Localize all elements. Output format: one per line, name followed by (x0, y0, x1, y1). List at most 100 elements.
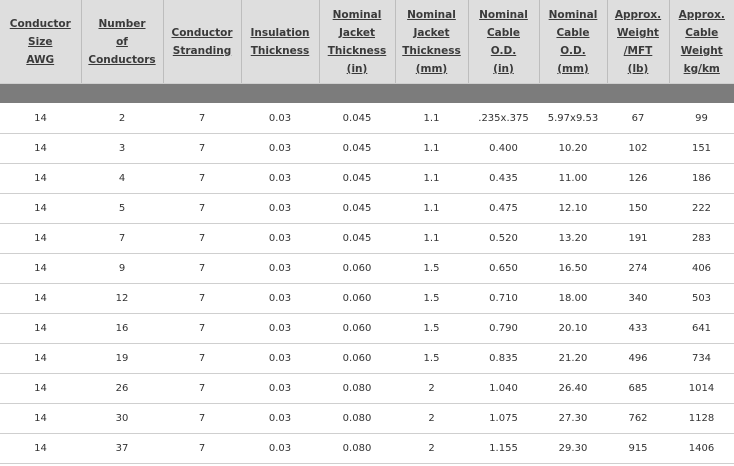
header-cable-od-in: Nominal Cable O.D. (in) (468, 0, 540, 84)
cell-weight-lb: 340 (607, 283, 669, 314)
cell-cable-od-in: 0.435 (468, 163, 539, 194)
cell-number-of-conductors: 16 (81, 313, 163, 344)
cell-weight-kgkm: 1406 (669, 433, 734, 464)
cell-jacket-thickness-in: 0.080 (319, 403, 395, 434)
cell-weight-lb: 496 (607, 343, 669, 374)
cell-insulation-thickness: 0.03 (241, 133, 319, 164)
header-conductor-size: Conductor Size AWG (0, 0, 82, 84)
cell-weight-kgkm: 1014 (669, 373, 734, 404)
cell-conductor-stranding: 7 (163, 253, 241, 284)
table-row: 14 26 7 0.03 0.080 2 1.040 26.40 685 1014 (0, 373, 734, 404)
cell-weight-lb: 191 (607, 223, 669, 254)
header-cable-od-mm: Nominal Cable O.D. (mm) (539, 0, 608, 84)
cell-jacket-thickness-in: 0.045 (319, 223, 395, 254)
cell-jacket-thickness-in: 0.060 (319, 343, 395, 374)
cell-number-of-conductors: 9 (81, 253, 163, 284)
cell-cable-od-in: 0.835 (468, 343, 539, 374)
table-body: 14 2 7 0.03 0.045 1.1.235x.375 5.97x9.53 67 99 14… (0, 83, 734, 464)
cell-insulation-thickness: 0.03 (241, 104, 319, 134)
cell-cable-od-mm: 13.20 (539, 223, 607, 254)
cell-weight-lb: 274 (607, 253, 669, 284)
cell-number-of-conductors: 3 (81, 133, 163, 164)
cell-weight-kgkm: 503 (669, 283, 734, 314)
cell-weight-kgkm: 406 (669, 253, 734, 284)
cell-cable-od-in: 0.400 (468, 133, 539, 164)
cell-weight-lb: 433 (607, 313, 669, 344)
cell-conductor-size: 14 (0, 223, 81, 254)
cell-weight-kgkm: 99 (669, 104, 734, 134)
cell-jacket-thickness-mm: 1.5 (395, 253, 468, 284)
cell-weight-kgkm: 151 (669, 133, 734, 164)
cell-weight-kgkm: 641 (669, 313, 734, 344)
cell-cable-od-mm: 27.30 (539, 403, 607, 434)
cell-cable-od-in: 1.075 (468, 403, 539, 434)
cell-jacket-thickness-in: 0.045 (319, 193, 395, 224)
cell-conductor-stranding: 7 (163, 403, 241, 434)
cell-conductor-stranding: 7 (163, 133, 241, 164)
cell-jacket-thickness-in: 0.060 (319, 313, 395, 344)
cell-number-of-conductors: 37 (81, 433, 163, 464)
table-header: Conductor Size AWG Number of Conductors … (0, 0, 734, 84)
cell-weight-lb: 102 (607, 133, 669, 164)
table-row: 14 7 7 0.03 0.045 1.1 0.520 13.20 191 283 (0, 223, 734, 254)
table-row: 14 4 7 0.03 0.045 1.1 0.435 11.00 126 186 (0, 163, 734, 194)
table-row: 14 37 7 0.03 0.080 2 1.155 29.30 915 1406 (0, 433, 734, 464)
table-row: 14 3 7 0.03 0.045 1.1 0.400 10.20 102 151 (0, 133, 734, 164)
cell-insulation-thickness: 0.03 (241, 343, 319, 374)
header-label: Nominal Cable O.D. (mm) (548, 8, 598, 75)
cell-conductor-size: 14 (0, 193, 81, 224)
cell-insulation-thickness: 0.03 (241, 373, 319, 404)
header-label: Conductor Stranding (171, 26, 233, 57)
cell-cable-od-mm: 20.10 (539, 313, 607, 344)
cell-cable-od-in: 0.790 (468, 313, 539, 344)
table-row: 14 16 7 0.03 0.060 1.5 0.790 20.10 433 641 (0, 313, 734, 344)
cell-weight-kgkm: 186 (669, 163, 734, 194)
cell-jacket-thickness-in: 0.045 (319, 133, 395, 164)
cell-number-of-conductors: 19 (81, 343, 163, 374)
header-label: Insulation Thickness (250, 26, 310, 57)
cell-jacket-thickness-mm: 1.1 (395, 104, 468, 134)
cell-jacket-thickness-mm: 1.5 (395, 343, 468, 374)
cell-insulation-thickness: 0.03 (241, 403, 319, 434)
header-label: Approx. Cable Weight kg/km (678, 8, 725, 75)
cell-cable-od-in: 1.155 (468, 433, 539, 464)
cell-jacket-thickness-mm: 1.1 (395, 133, 468, 164)
cell-conductor-size: 14 (0, 343, 81, 374)
cell-number-of-conductors: 7 (81, 223, 163, 254)
cell-conductor-size: 14 (0, 313, 81, 344)
header-conductor-stranding: Conductor Stranding (163, 0, 242, 84)
cell-weight-lb: 915 (607, 433, 669, 464)
cell-jacket-thickness-in: 0.045 (319, 104, 395, 134)
cell-cable-od-mm: 10.20 (539, 133, 607, 164)
header-label: Nominal Cable O.D. (in) (479, 8, 528, 75)
cell-jacket-thickness-mm: 1.1 (395, 193, 468, 224)
cell-jacket-thickness-in: 0.080 (319, 373, 395, 404)
header-row: Conductor Size AWG Number of Conductors … (0, 0, 734, 84)
cell-conductor-stranding: 7 (163, 313, 241, 344)
cell-cable-od-mm: 5.97x9.53 (539, 104, 607, 134)
table-row: 14 5 7 0.03 0.045 1.1 0.475 12.10 150 222 (0, 193, 734, 224)
cell-number-of-conductors: 2 (81, 104, 163, 134)
header-number-of-conductors: Number of Conductors (81, 0, 164, 84)
cell-conductor-stranding: 7 (163, 373, 241, 404)
cell-cable-od-in: .235x.375 (468, 104, 539, 134)
cell-cable-od-mm: 11.00 (539, 163, 607, 194)
cell-cable-od-mm: 12.10 (539, 193, 607, 224)
cell-weight-lb: 150 (607, 193, 669, 224)
cell-weight-kgkm: 1128 (669, 403, 734, 434)
cell-weight-kgkm: 222 (669, 193, 734, 224)
cell-insulation-thickness: 0.03 (241, 313, 319, 344)
cell-conductor-size: 14 (0, 104, 81, 134)
header-label: Nominal Jacket Thickness (in) (327, 8, 387, 75)
cell-jacket-thickness-mm: 1.5 (395, 283, 468, 314)
header-label: Conductor Size AWG (9, 17, 71, 66)
cell-jacket-thickness-mm: 1.1 (395, 163, 468, 194)
table-row: 14 2 7 0.03 0.045 1.1.235x.375 5.97x9.53 67 99 (0, 104, 734, 134)
cell-cable-od-in: 0.520 (468, 223, 539, 254)
cell-conductor-size: 14 (0, 163, 81, 194)
header-label: Nominal Jacket Thickness (mm) (402, 8, 461, 75)
cell-number-of-conductors: 5 (81, 193, 163, 224)
cell-weight-lb: 67 (607, 104, 669, 134)
cell-conductor-stranding: 7 (163, 193, 241, 224)
